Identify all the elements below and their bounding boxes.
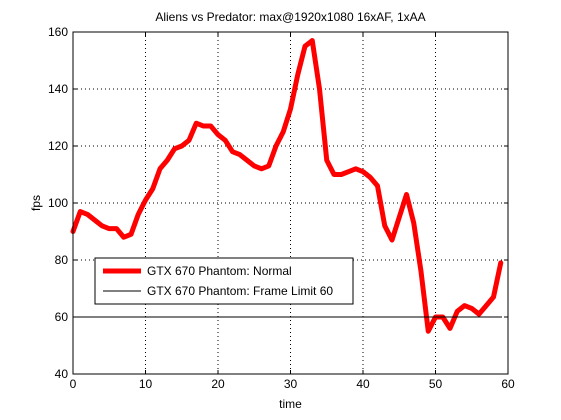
y-tick-label: 60 (55, 310, 69, 324)
legend-label-frame-limit: GTX 670 Phantom: Frame Limit 60 (147, 284, 333, 298)
x-tick-label: 20 (211, 377, 225, 391)
chart-title: Aliens vs Predator: max@1920x1080 16xAF,… (155, 10, 425, 24)
x-tick-label: 0 (70, 377, 77, 391)
series-layer (70, 38, 504, 334)
legend-label-normal: GTX 670 Phantom: Normal (147, 264, 292, 278)
x-tick-label: 30 (284, 377, 298, 391)
x-tick-label: 10 (139, 377, 153, 391)
y-tick-label: 160 (48, 25, 68, 39)
x-tick-label: 60 (501, 377, 515, 391)
axis-ticks: 0 10 20 30 40 50 60 40 60 80 100 120 140 160 (48, 25, 515, 391)
x-tick-label: 50 (429, 377, 443, 391)
legend: GTX 670 Phantom: Normal GTX 670 Phantom:… (94, 257, 354, 305)
y-tick-label: 140 (48, 82, 68, 96)
x-tick-label: 40 (356, 377, 370, 391)
legend-box (94, 257, 354, 305)
y-tick-label: 40 (55, 367, 69, 381)
x-axis-label: time (279, 397, 302, 411)
y-tick-label: 80 (55, 253, 69, 267)
y-axis-label: fps (29, 195, 43, 211)
y-tick-label: 120 (48, 139, 68, 153)
series-line-normal (70, 38, 504, 334)
plot-area (73, 32, 508, 374)
y-tick-label: 100 (48, 196, 68, 210)
